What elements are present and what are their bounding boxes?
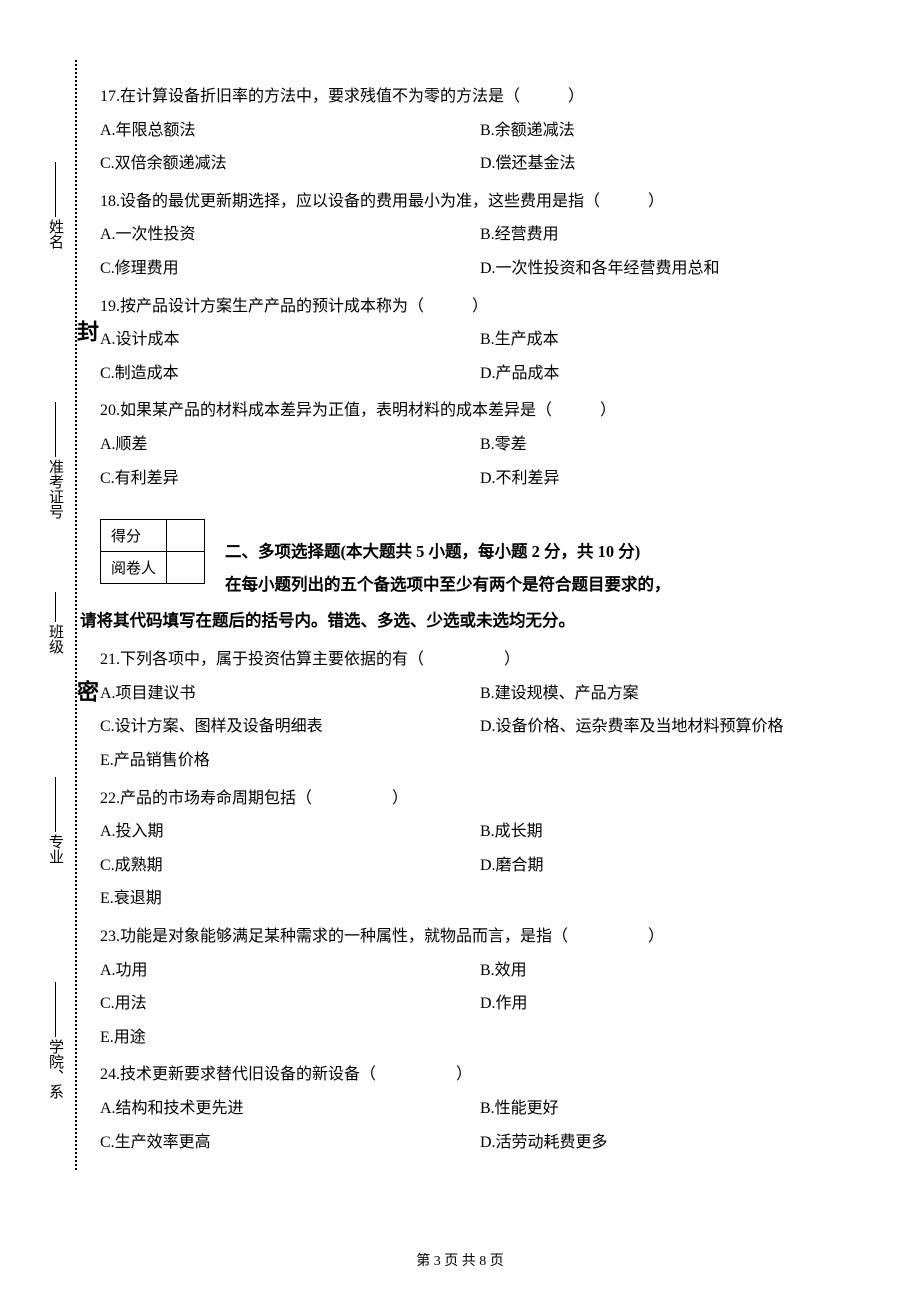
question-19: 19.按产品设计方案生产产品的预计成本称为（ ）A.设计成本B.生产成本C.制造… (100, 290, 860, 391)
option: C.成熟期 (100, 849, 480, 883)
question-text: 22.产品的市场寿命周期包括（ ） (100, 782, 860, 816)
grader-value-cell[interactable] (167, 552, 205, 584)
option: B.经营费用 (480, 218, 860, 252)
option: A.年限总额法 (100, 114, 480, 148)
option: A.顺差 (100, 428, 480, 462)
option: C.制造成本 (100, 357, 480, 391)
option: D.设备价格、运杂费率及当地材料预算价格 (480, 710, 860, 744)
section2-instruction-2: 请将其代码填写在题后的括号内。错选、多选、少选或未选均无分。 (80, 611, 575, 630)
question-23: 23.功能是对象能够满足某种需求的一种属性，就物品而言，是指（ ）A.功用B.效… (100, 920, 860, 1054)
option: D.偿还基金法 (480, 147, 860, 181)
page-footer: 第 3 页 共 8 页 (0, 1250, 920, 1270)
table-row: 得分 (101, 520, 205, 552)
option: D.一次性投资和各年经营费用总和 (480, 252, 860, 286)
section2-instruction-1: 在每小题列出的五个备选项中至少有两个是符合题目要求的， (225, 575, 671, 594)
question-text: 17.在计算设备折旧率的方法中，要求残值不为零的方法是（ ） (100, 80, 860, 114)
option: D.产品成本 (480, 357, 860, 391)
option: B.余额递减法 (480, 114, 860, 148)
option: A.投入期 (100, 815, 480, 849)
score-table: 得分 阅卷人 (100, 519, 205, 584)
option: B.生产成本 (480, 323, 860, 357)
question-18: 18.设备的最优更新期选择，应以设备的费用最小为准，这些费用是指（ ）A.一次性… (100, 185, 860, 286)
question-text: 23.功能是对象能够满足某种需求的一种属性，就物品而言，是指（ ） (100, 920, 860, 954)
question-text: 20.如果某产品的材料成本差异为正值，表明材料的成本差异是（ ） (100, 394, 860, 428)
question-17: 17.在计算设备折旧率的方法中，要求残值不为零的方法是（ ）A.年限总额法B.余… (100, 80, 860, 181)
table-row: 阅卷人 (101, 552, 205, 584)
option: A.设计成本 (100, 323, 480, 357)
option: C.有利差异 (100, 462, 480, 496)
option: A.一次性投资 (100, 218, 480, 252)
options-row: A.年限总额法B.余额递减法C.双倍余额递减法D.偿还基金法 (100, 114, 860, 181)
grader-label: 阅卷人 (101, 552, 167, 584)
option: B.效用 (480, 954, 860, 988)
question-text: 18.设备的最优更新期选择，应以设备的费用最小为准，这些费用是指（ ） (100, 185, 860, 219)
question-20: 20.如果某产品的材料成本差异为正值，表明材料的成本差异是（ ）A.顺差B.零差… (100, 394, 860, 495)
score-value-cell[interactable] (167, 520, 205, 552)
section2-heading: 二、多项选择题(本大题共 5 小题，每小题 2 分，共 10 分) 在每小题列出… (100, 519, 860, 601)
section2-title: 二、多项选择题(本大题共 5 小题，每小题 2 分，共 10 分) (225, 542, 640, 561)
option: E.用途 (100, 1021, 860, 1055)
option: B.零差 (480, 428, 860, 462)
option: C.双倍余额递减法 (100, 147, 480, 181)
option: C.生产效率更高 (100, 1126, 480, 1160)
question-text: 19.按产品设计方案生产产品的预计成本称为（ ） (100, 290, 860, 324)
question-22: 22.产品的市场寿命周期包括（ ）A.投入期B.成长期C.成熟期D.磨合期E.衰… (100, 782, 860, 916)
option: E.产品销售价格 (100, 744, 860, 778)
seal-char-feng: 封 (70, 320, 102, 342)
options-row: A.一次性投资B.经营费用C.修理费用D.一次性投资和各年经营费用总和 (100, 218, 860, 285)
options-row: A.设计成本B.生产成本C.制造成本D.产品成本 (100, 323, 860, 390)
option: B.性能更好 (480, 1092, 860, 1126)
option: D.不利差异 (480, 462, 860, 496)
options-row: A.项目建议书B.建设规模、产品方案C.设计方案、图样及设备明细表D.设备价格、… (100, 677, 860, 778)
option: C.修理费用 (100, 252, 480, 286)
question-text: 21.下列各项中，属于投资估算主要依据的有（ ） (100, 643, 860, 677)
option: B.建设规模、产品方案 (480, 677, 860, 711)
question-text: 24.技术更新要求替代旧设备的新设备（ ） (100, 1058, 860, 1092)
option: C.设计方案、图样及设备明细表 (100, 710, 480, 744)
options-row: A.投入期B.成长期C.成熟期D.磨合期E.衰退期 (100, 815, 860, 916)
options-row: A.功用B.效用C.用法D.作用E.用途 (100, 954, 860, 1055)
option: D.作用 (480, 987, 860, 1021)
option: C.用法 (100, 987, 480, 1021)
page-content: 17.在计算设备折旧率的方法中，要求残值不为零的方法是（ ）A.年限总额法B.余… (0, 0, 920, 1203)
option: B.成长期 (480, 815, 860, 849)
option: E.衰退期 (100, 882, 860, 916)
single-choice-block: 17.在计算设备折旧率的方法中，要求残值不为零的方法是（ ）A.年限总额法B.余… (100, 80, 860, 495)
option: A.功用 (100, 954, 480, 988)
multi-choice-block: 21.下列各项中，属于投资估算主要依据的有（ ）A.项目建议书B.建设规模、产品… (100, 643, 860, 1159)
option: D.活劳动耗费更多 (480, 1126, 860, 1160)
options-row: A.顺差B.零差C.有利差异D.不利差异 (100, 428, 860, 495)
score-label: 得分 (101, 520, 167, 552)
option: A.结构和技术更先进 (100, 1092, 480, 1126)
option: D.磨合期 (480, 849, 860, 883)
seal-char-mi: 密 (70, 680, 102, 702)
question-24: 24.技术更新要求替代旧设备的新设备（ ）A.结构和技术更先进B.性能更好C.生… (100, 1058, 860, 1159)
option: A.项目建议书 (100, 677, 480, 711)
question-21: 21.下列各项中，属于投资估算主要依据的有（ ）A.项目建议书B.建设规模、产品… (100, 643, 860, 777)
options-row: A.结构和技术更先进B.性能更好C.生产效率更高D.活劳动耗费更多 (100, 1092, 860, 1159)
